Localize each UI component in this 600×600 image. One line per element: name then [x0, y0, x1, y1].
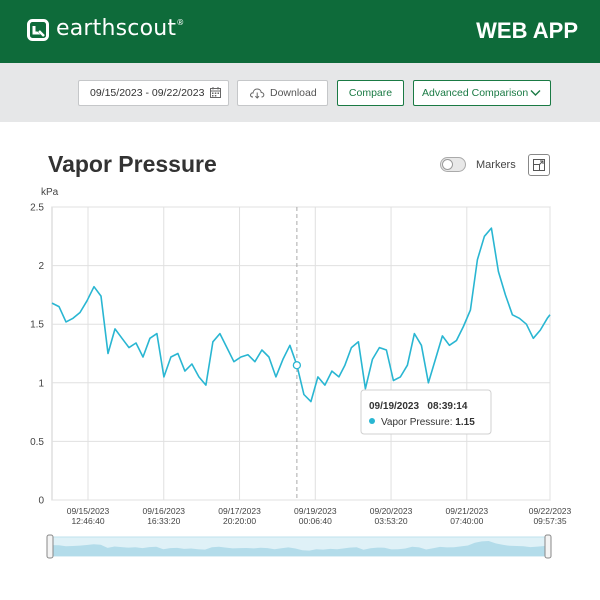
- calendar-icon: [210, 87, 221, 98]
- download-label: Download: [270, 87, 317, 99]
- markers-label: Markers: [476, 159, 516, 171]
- advanced-comparison-label: Advanced Comparison: [422, 87, 529, 99]
- x-tick-time: 16:33:20: [147, 516, 180, 526]
- chevron-down-icon: [530, 90, 541, 96]
- y-tick-label: 1.5: [30, 320, 44, 331]
- expand-chart-button[interactable]: [528, 154, 550, 176]
- x-tick-date: 09/17/2023: [218, 506, 261, 516]
- y-tick-label: 0.5: [30, 437, 44, 448]
- toolbar: 09/15/2023 - 09/22/2023 Download Compare…: [0, 63, 600, 122]
- y-tick-label: 0: [38, 496, 44, 507]
- expand-icon: [533, 159, 545, 171]
- x-tick-date: 09/20/2023: [370, 506, 413, 516]
- y-axis-ticks: 0 0.5 1 1.5 2 2.5: [30, 203, 44, 507]
- x-tick-date: 09/22/2023: [529, 506, 572, 516]
- compare-button[interactable]: Compare: [337, 80, 404, 106]
- x-tick-time: 20:20:00: [223, 516, 256, 526]
- hover-point[interactable]: [292, 361, 302, 370]
- tooltip-datetime: 09/19/2023 08:39:14: [369, 401, 468, 412]
- tooltip-series-name: Vapor Pressure: 1.15: [381, 417, 475, 428]
- navigator-mini-series: [52, 541, 547, 556]
- tooltip-box: [360, 389, 492, 435]
- x-tick-time: 07:40:00: [450, 516, 483, 526]
- app-header: earthscout® WEB APP: [0, 0, 600, 63]
- x-tick-time: 09:57:35: [533, 516, 566, 526]
- date-range-value: 09/15/2023 - 09/22/2023: [90, 87, 205, 99]
- chart-tooltip: 09/19/2023 08:39:14 Vapor Pressure: 1.15: [360, 389, 492, 435]
- x-tick-date: 09/16/2023: [142, 506, 185, 516]
- y-tick-label: 2.5: [30, 203, 44, 214]
- earthscout-logo-icon: [27, 19, 49, 41]
- x-tick-date: 09/15/2023: [67, 506, 110, 516]
- x-tick-time: 12:46:40: [71, 516, 104, 526]
- tooltip-series-dot: [369, 418, 375, 424]
- cloud-download-icon: [250, 88, 265, 99]
- date-range-picker[interactable]: 09/15/2023 - 09/22/2023: [78, 80, 229, 106]
- advanced-comparison-dropdown[interactable]: Advanced Comparison: [413, 80, 551, 106]
- tooltip-value: 1.15: [455, 417, 475, 428]
- x-tick-date: 09/21/2023: [446, 506, 489, 516]
- plot-frame: [51, 206, 551, 501]
- y-axis-label: kPa: [41, 187, 59, 198]
- range-navigator[interactable]: [46, 534, 552, 559]
- download-button[interactable]: Download: [237, 80, 328, 106]
- x-tick-date: 09/19/2023: [294, 506, 337, 516]
- series-line-vapor-pressure: [51, 227, 551, 403]
- navigator-handle-left[interactable]: [46, 534, 54, 559]
- markers-toggle[interactable]: [440, 157, 466, 172]
- navigator-handle-right[interactable]: [544, 534, 552, 559]
- x-tick-time: 03:53:20: [375, 516, 408, 526]
- chart-title: Vapor Pressure: [48, 151, 217, 177]
- chart-grid: [51, 206, 551, 501]
- markers-toggle-knob: [442, 159, 453, 170]
- y-tick-label: 2: [38, 261, 44, 272]
- y-tick-label: 1: [38, 378, 44, 389]
- brand-name[interactable]: earthscout®: [56, 16, 185, 41]
- app-label: WEB APP: [476, 18, 578, 43]
- x-tick-time: 00:06:40: [299, 516, 332, 526]
